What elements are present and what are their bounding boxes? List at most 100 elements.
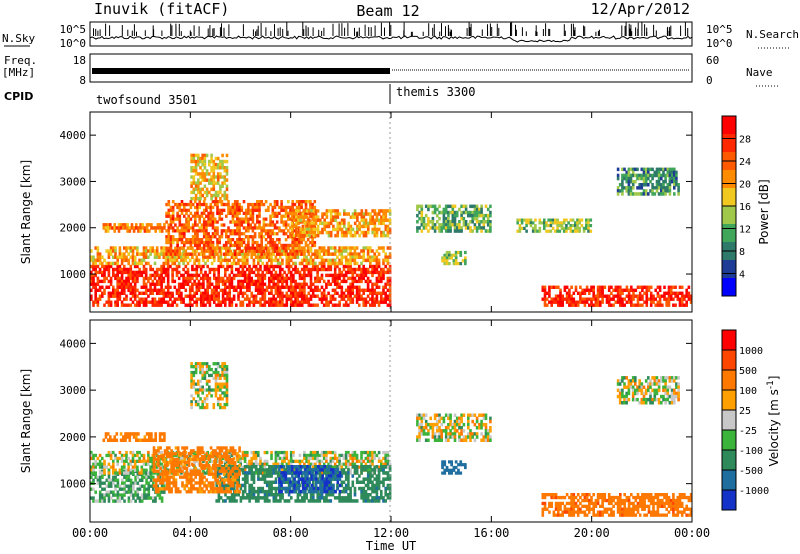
power-cell xyxy=(384,264,387,269)
power-cell xyxy=(384,224,388,229)
power-cell xyxy=(194,169,198,173)
velocity-cell xyxy=(140,493,144,497)
power-cell xyxy=(518,224,522,228)
power-cell xyxy=(294,261,297,266)
velocity-cell xyxy=(307,453,311,458)
power-cell xyxy=(144,297,148,301)
power-cell xyxy=(240,243,244,248)
power-cell xyxy=(213,288,216,292)
velocity-cell xyxy=(98,475,102,479)
power-cell xyxy=(375,297,379,301)
power-cell xyxy=(358,267,361,272)
power-cell xyxy=(114,294,117,298)
power-cell xyxy=(275,232,279,236)
power-cell xyxy=(101,285,104,289)
power-cell xyxy=(107,273,111,278)
power-cell xyxy=(444,204,448,209)
date-title: 12/Apr/2012 xyxy=(591,0,690,18)
power-cell xyxy=(194,187,198,192)
power-cell xyxy=(636,297,640,301)
velocity-cell xyxy=(116,456,119,461)
power-cell xyxy=(297,221,300,226)
power-cell xyxy=(629,186,633,190)
power-cell xyxy=(388,212,392,216)
power-cell xyxy=(120,261,124,266)
power-cell xyxy=(191,273,194,278)
velocity-cell xyxy=(344,450,348,455)
power-cell xyxy=(270,291,273,295)
power-cell xyxy=(630,285,633,289)
power-cell xyxy=(185,211,188,215)
power-cell xyxy=(353,233,357,238)
velocity-cell xyxy=(163,490,166,494)
power-cell xyxy=(140,252,144,256)
velocity-cell xyxy=(239,465,242,469)
power-cell xyxy=(276,303,280,307)
power-cell xyxy=(149,276,152,281)
power-cell xyxy=(248,282,251,286)
power-cell xyxy=(184,282,188,286)
power-cell xyxy=(329,252,333,256)
power-cell xyxy=(353,246,357,250)
velocity-cell xyxy=(278,450,282,455)
power-cell xyxy=(303,294,306,298)
power-cell xyxy=(180,223,184,227)
power-cell xyxy=(610,285,613,289)
power-cell xyxy=(219,303,223,307)
power-cell xyxy=(386,270,390,275)
power-cell xyxy=(165,240,168,245)
power-cell xyxy=(340,227,344,232)
power-cell xyxy=(631,186,635,190)
velocity-cell xyxy=(98,462,102,466)
power-cell xyxy=(229,211,232,215)
power-cell xyxy=(194,223,197,227)
velocity-cell xyxy=(103,471,106,475)
velocity-cell xyxy=(243,459,247,463)
power-cell xyxy=(207,211,210,215)
power-cell xyxy=(226,276,229,281)
power-cell xyxy=(322,303,326,307)
power-cell xyxy=(327,279,330,284)
power-cell xyxy=(672,285,675,289)
power-cell xyxy=(362,252,365,256)
power-cell xyxy=(486,216,490,221)
power-cell xyxy=(120,267,124,272)
power-cell xyxy=(294,285,297,289)
power-cell xyxy=(213,249,217,253)
power-cell xyxy=(123,246,126,250)
velocity-cell xyxy=(331,465,335,469)
velocity-cell xyxy=(329,462,333,466)
power-cell xyxy=(189,202,193,207)
power-cell xyxy=(366,246,370,250)
power-cell xyxy=(588,291,591,295)
power-cell xyxy=(313,205,317,210)
power-cell xyxy=(247,235,250,239)
power-cell xyxy=(655,179,659,184)
power-cell xyxy=(545,224,548,228)
velocity-cell xyxy=(144,459,148,463)
power-cell xyxy=(554,297,558,301)
power-cell xyxy=(562,229,566,233)
power-cell xyxy=(660,186,663,190)
power-cell xyxy=(380,221,383,226)
power-cell xyxy=(489,226,492,230)
velocity-cell xyxy=(121,496,124,500)
velocity-cell xyxy=(336,456,339,461)
power-cell xyxy=(216,243,219,248)
colorbar-swatch xyxy=(722,188,736,207)
power-cell xyxy=(185,202,188,207)
power-cell xyxy=(185,240,188,245)
power-cell xyxy=(657,179,661,184)
power-cell xyxy=(307,297,311,301)
power-cell xyxy=(340,270,344,275)
power-cell xyxy=(332,215,335,219)
power-cell xyxy=(142,270,146,275)
power-cell xyxy=(366,285,370,289)
power-cell xyxy=(364,209,368,213)
power-cell xyxy=(191,252,194,256)
power-cell xyxy=(340,218,344,222)
power-cell xyxy=(358,303,361,307)
power-cell xyxy=(96,276,100,281)
power-cell xyxy=(220,217,224,221)
power-cell xyxy=(213,258,216,263)
